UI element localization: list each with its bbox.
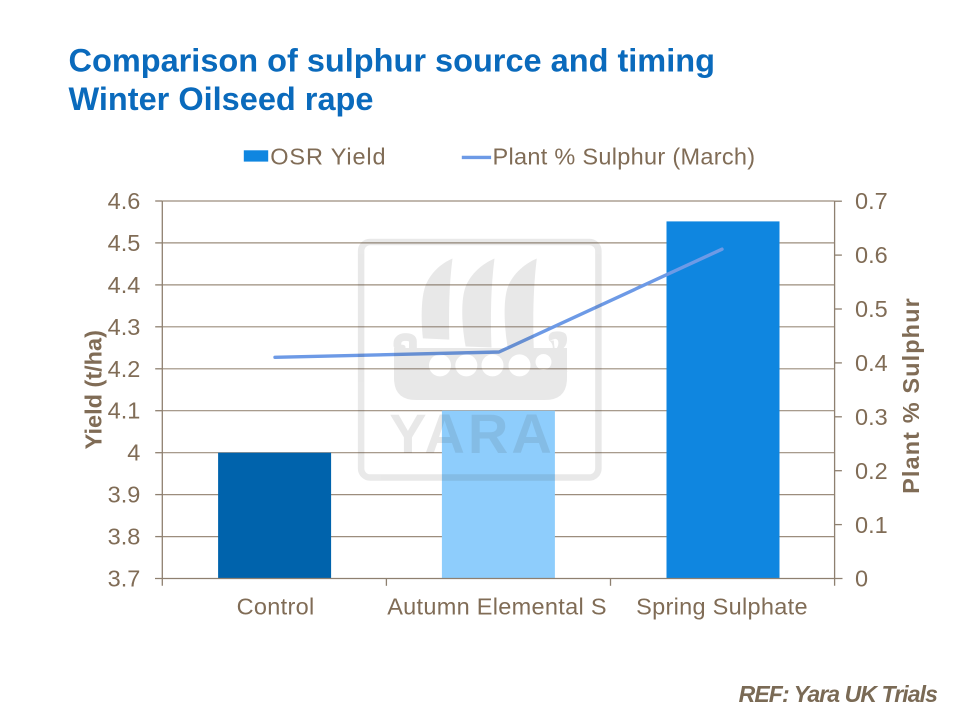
svg-text:Winter Oilseed rape: Winter Oilseed rape xyxy=(69,81,374,117)
svg-text:REF: Yara UK Trials: REF: Yara UK Trials xyxy=(739,681,937,707)
svg-text:3.8: 3.8 xyxy=(108,524,141,550)
svg-text:4.6: 4.6 xyxy=(108,188,141,214)
svg-text:4.1: 4.1 xyxy=(108,398,141,424)
svg-text:0.6: 0.6 xyxy=(855,242,888,268)
svg-text:Control: Control xyxy=(237,594,315,620)
svg-text:3.7: 3.7 xyxy=(108,566,141,592)
svg-text:3.9: 3.9 xyxy=(108,482,141,508)
svg-text:Plant % Sulphur (March): Plant % Sulphur (March) xyxy=(493,144,756,170)
svg-text:4: 4 xyxy=(127,440,140,466)
svg-text:0.5: 0.5 xyxy=(855,296,888,322)
svg-text:4.4: 4.4 xyxy=(108,272,141,298)
svg-text:Comparison of sulphur source a: Comparison of sulphur source and timing xyxy=(69,43,715,79)
svg-text:YARA: YARA xyxy=(389,402,555,465)
svg-text:4.3: 4.3 xyxy=(108,314,141,340)
svg-text:4.2: 4.2 xyxy=(108,356,141,382)
svg-text:0.7: 0.7 xyxy=(855,188,888,214)
svg-text:0.3: 0.3 xyxy=(855,404,888,430)
svg-text:OSR Yield: OSR Yield xyxy=(270,144,386,170)
svg-text:0: 0 xyxy=(855,566,868,592)
svg-text:Spring Sulphate: Spring Sulphate xyxy=(636,594,808,620)
svg-text:4.5: 4.5 xyxy=(108,230,141,256)
svg-text:0.1: 0.1 xyxy=(855,512,888,538)
svg-text:Autumn Elemental S: Autumn Elemental S xyxy=(387,594,607,620)
svg-text:0.2: 0.2 xyxy=(855,458,888,484)
svg-text:Yield (t/ha): Yield (t/ha) xyxy=(81,330,107,449)
svg-text:Plant % Sulphur: Plant % Sulphur xyxy=(898,297,924,494)
svg-text:0.4: 0.4 xyxy=(855,350,888,376)
